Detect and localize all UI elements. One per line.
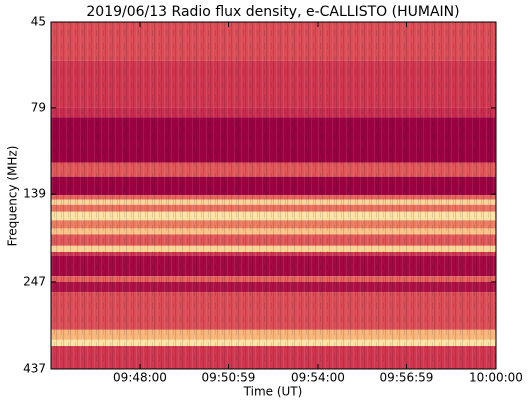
y-axis-label: Frequency (MHz)	[6, 146, 20, 247]
y-tick-label: 79	[31, 100, 46, 114]
x-tick-label: 09:54:00	[291, 371, 345, 385]
plot-area	[51, 22, 496, 369]
x-tick-label: 10:00:00	[469, 371, 523, 385]
y-tick-label: 247	[23, 274, 46, 288]
y-tick-label: 45	[31, 15, 46, 29]
chart-title: 2019/06/13 Radio flux density, e-CALLIST…	[86, 4, 459, 20]
y-tick-label: 139	[23, 187, 46, 201]
x-tick-label: 09:48:00	[113, 371, 167, 385]
plot-frame	[50, 21, 497, 370]
x-tick-label: 09:56:59	[380, 371, 434, 385]
texture	[51, 22, 496, 369]
x-axis-label: Time (UT)	[243, 385, 303, 399]
x-tick-label: 09:50:59	[202, 371, 256, 385]
y-tick-label: 437	[23, 362, 46, 376]
